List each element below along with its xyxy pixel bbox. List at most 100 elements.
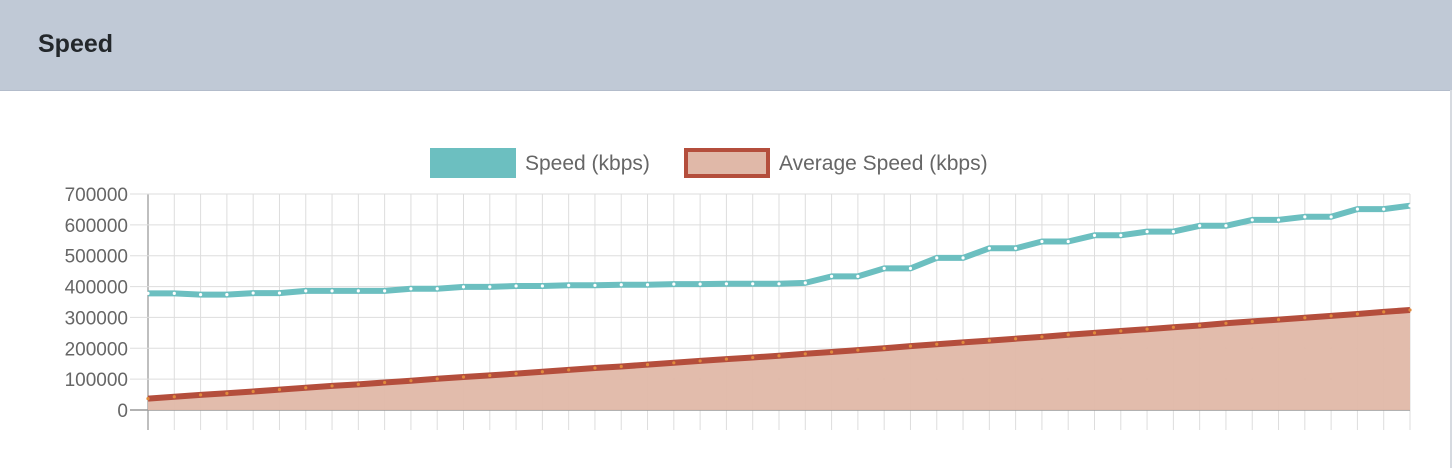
data-point-speed: [435, 287, 439, 291]
data-point-average: [304, 386, 308, 390]
data-point-average: [698, 359, 702, 363]
data-point-speed: [645, 283, 650, 287]
series-layer: [146, 202, 1412, 410]
legend-label-speed[interactable]: Speed (kbps): [525, 152, 650, 175]
data-point-speed: [856, 274, 860, 278]
y-tick-label: 300000: [65, 308, 128, 329]
data-point-average: [356, 382, 360, 386]
data-point-speed: [1066, 239, 1070, 244]
y-tick-label: 600000: [65, 216, 128, 237]
data-point-speed: [1145, 230, 1149, 234]
data-point-speed: [461, 285, 466, 289]
data-point-speed: [1303, 215, 1307, 219]
data-point-speed: [961, 256, 965, 260]
y-tick-label: 400000: [65, 278, 128, 299]
data-point-speed: [277, 291, 282, 295]
data-point-speed: [488, 285, 492, 289]
data-point-speed: [356, 289, 360, 293]
data-point-speed: [409, 287, 413, 291]
data-point-average: [1040, 335, 1044, 339]
data-point-average: [829, 350, 834, 354]
data-point-speed: [1329, 215, 1333, 219]
data-point-average: [1382, 310, 1386, 314]
data-point-speed: [882, 266, 886, 270]
data-point-average: [198, 393, 203, 397]
data-point-average: [409, 379, 413, 383]
data-point-average: [383, 380, 387, 385]
data-point-speed: [935, 256, 939, 260]
data-point-speed: [593, 283, 597, 287]
data-point-average: [1303, 316, 1307, 320]
data-point-speed: [672, 282, 676, 286]
data-point-average: [803, 352, 807, 356]
data-point-speed: [225, 292, 229, 297]
data-point-speed: [172, 291, 176, 295]
legend-label-average[interactable]: Average Speed (kbps): [779, 152, 988, 175]
data-point-speed: [619, 283, 623, 287]
data-point-average: [567, 368, 571, 372]
legend-swatch-average[interactable]: [684, 148, 770, 178]
legend-swatch-speed[interactable]: [430, 148, 516, 178]
data-point-speed: [803, 281, 807, 285]
panel-header: Speed: [0, 0, 1452, 91]
data-point-average: [672, 361, 676, 365]
data-point-speed: [1408, 204, 1412, 208]
data-point-average: [277, 388, 282, 392]
data-point-speed: [1092, 233, 1097, 237]
data-point-average: [724, 357, 729, 361]
data-point-speed: [540, 284, 544, 288]
y-tick-label: 500000: [65, 247, 128, 268]
data-point-average: [225, 391, 229, 395]
data-point-average: [751, 355, 755, 360]
data-point-average: [435, 377, 439, 381]
data-point-speed: [724, 282, 729, 286]
data-point-speed: [1198, 224, 1202, 228]
data-point-speed: [698, 282, 702, 286]
card-border: [1450, 90, 1452, 468]
data-point-speed: [1355, 207, 1360, 211]
data-point-average: [172, 395, 176, 399]
y-tick-label: 0: [117, 401, 128, 422]
data-point-average: [514, 371, 518, 376]
data-point-average: [882, 346, 886, 350]
data-point-speed: [1171, 230, 1175, 234]
data-point-speed: [330, 289, 334, 293]
data-point-average: [987, 338, 991, 343]
data-point-average: [461, 375, 466, 379]
data-point-average: [251, 389, 255, 394]
data-point-average: [593, 366, 597, 370]
data-point-average: [935, 342, 939, 346]
y-tick-label: 100000: [65, 370, 128, 391]
data-point-speed: [198, 292, 203, 297]
data-point-average: [777, 354, 781, 358]
data-point-speed: [1250, 218, 1254, 222]
data-point-average: [1092, 331, 1097, 335]
data-point-speed: [777, 282, 781, 286]
data-point-speed: [1040, 239, 1044, 244]
data-point-average: [1066, 333, 1070, 337]
data-point-speed: [146, 291, 150, 295]
data-point-speed: [304, 289, 308, 293]
data-point-average: [1198, 323, 1202, 328]
data-point-speed: [1119, 233, 1123, 237]
data-point-speed: [1276, 218, 1281, 222]
data-point-speed: [1224, 224, 1228, 228]
y-tick-label: 200000: [65, 339, 128, 360]
data-point-speed: [829, 274, 834, 278]
y-axis: 700000 600000 500000 400000 300000 200000 1000…: [65, 185, 128, 422]
data-point-speed: [987, 246, 991, 250]
data-point-average: [1014, 337, 1018, 341]
data-point-speed: [251, 291, 255, 295]
data-point-speed: [383, 289, 387, 293]
data-point-average: [1329, 314, 1333, 318]
data-point-average: [330, 384, 334, 388]
data-point-average: [1355, 312, 1360, 316]
data-point-average: [1250, 319, 1254, 324]
data-point-speed: [751, 282, 755, 286]
legend: Speed (kbps) Average Speed (kbps): [430, 148, 988, 178]
data-point-average: [146, 396, 150, 401]
data-point-average: [961, 340, 965, 345]
data-point-average: [619, 364, 623, 369]
data-point-speed: [1382, 207, 1386, 211]
